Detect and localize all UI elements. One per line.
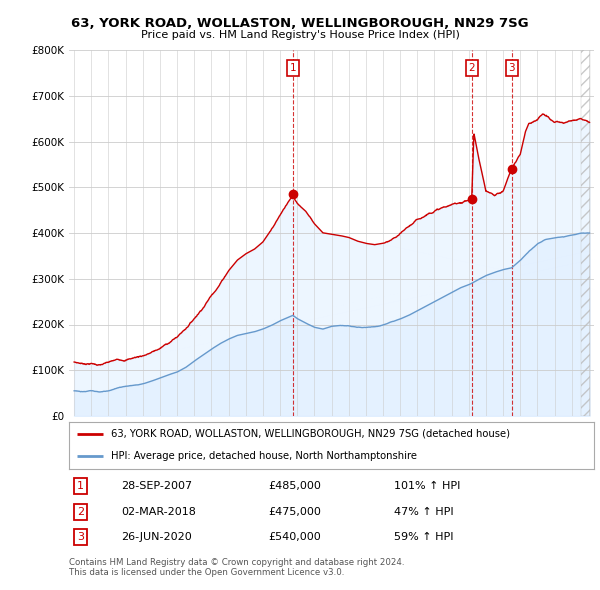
Text: £540,000: £540,000 (269, 532, 321, 542)
Text: 3: 3 (77, 532, 84, 542)
Text: 1: 1 (77, 481, 84, 491)
Text: 63, YORK ROAD, WOLLASTON, WELLINGBOROUGH, NN29 7SG (detached house): 63, YORK ROAD, WOLLASTON, WELLINGBOROUGH… (111, 429, 510, 438)
Text: HPI: Average price, detached house, North Northamptonshire: HPI: Average price, detached house, Nort… (111, 451, 417, 461)
Text: 2: 2 (469, 63, 475, 73)
Text: 02-MAR-2018: 02-MAR-2018 (121, 507, 196, 517)
Text: 47% ↑ HPI: 47% ↑ HPI (395, 507, 454, 517)
Text: 59% ↑ HPI: 59% ↑ HPI (395, 532, 454, 542)
Text: 1: 1 (290, 63, 296, 73)
Text: Contains HM Land Registry data © Crown copyright and database right 2024.: Contains HM Land Registry data © Crown c… (69, 558, 404, 566)
Text: This data is licensed under the Open Government Licence v3.0.: This data is licensed under the Open Gov… (69, 568, 344, 576)
Text: £475,000: £475,000 (269, 507, 322, 517)
Text: Price paid vs. HM Land Registry's House Price Index (HPI): Price paid vs. HM Land Registry's House … (140, 30, 460, 40)
Text: 63, YORK ROAD, WOLLASTON, WELLINGBOROUGH, NN29 7SG: 63, YORK ROAD, WOLLASTON, WELLINGBOROUGH… (71, 17, 529, 30)
Text: 2: 2 (77, 507, 84, 517)
Text: 26-JUN-2020: 26-JUN-2020 (121, 532, 192, 542)
Text: £485,000: £485,000 (269, 481, 322, 491)
Text: 3: 3 (508, 63, 515, 73)
Text: 28-SEP-2007: 28-SEP-2007 (121, 481, 193, 491)
Text: 101% ↑ HPI: 101% ↑ HPI (395, 481, 461, 491)
